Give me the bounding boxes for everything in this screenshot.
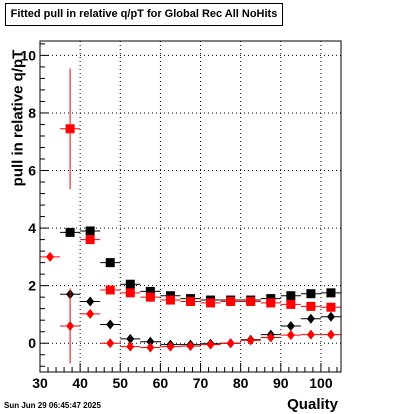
y-tick-label: 10 xyxy=(20,47,36,63)
diamond-marker xyxy=(186,341,195,352)
diamond-marker xyxy=(146,336,155,347)
square-marker xyxy=(286,291,296,301)
diamond-marker xyxy=(226,338,235,349)
square-marker xyxy=(85,235,95,245)
x-axis-label: Quality xyxy=(287,396,338,413)
diamond-marker xyxy=(266,332,275,343)
x-tick-label: 70 xyxy=(193,375,209,391)
diamond-marker xyxy=(246,335,255,346)
diamond-marker xyxy=(306,313,315,324)
diamond-marker xyxy=(126,333,135,344)
square-marker xyxy=(286,299,296,309)
x-tick-label: 40 xyxy=(72,375,88,391)
x-tick-label: 50 xyxy=(112,375,128,391)
diamond-marker xyxy=(306,329,315,340)
square-marker xyxy=(125,288,135,298)
square-marker xyxy=(306,301,316,311)
square-marker xyxy=(65,124,75,134)
diamond-marker xyxy=(106,319,115,330)
x-tick-label: 30 xyxy=(32,375,48,391)
square-marker xyxy=(326,288,336,298)
y-tick-label: 4 xyxy=(28,220,36,236)
square-marker xyxy=(206,298,216,308)
diamond-marker xyxy=(66,320,75,331)
square-marker xyxy=(65,227,75,237)
data-markers xyxy=(40,68,341,364)
diamond-marker xyxy=(146,342,155,353)
diamond-marker xyxy=(206,339,215,350)
diamond-marker xyxy=(286,320,295,331)
diamond-marker xyxy=(326,329,335,340)
square-marker xyxy=(125,279,135,289)
square-marker xyxy=(326,302,336,312)
square-marker xyxy=(306,289,316,299)
x-tick-label: 80 xyxy=(233,375,249,391)
plot-frame xyxy=(39,40,342,373)
chart-title: Fitted pull in relative q/pT for Global … xyxy=(5,3,283,26)
square-marker xyxy=(226,296,236,306)
x-tick-label: 90 xyxy=(273,375,289,391)
y-tick-label: 8 xyxy=(28,105,36,121)
square-marker xyxy=(186,296,195,306)
x-tick-label: 100 xyxy=(309,375,333,391)
square-marker xyxy=(105,285,115,295)
square-marker xyxy=(165,295,175,305)
square-marker xyxy=(145,292,155,302)
diamond-marker xyxy=(126,341,135,352)
axis-ticks: 30 40 50 60 70 80 90 100 0 2 4 6 8 10 xyxy=(20,43,338,391)
diamond-marker xyxy=(166,341,175,352)
square-marker xyxy=(266,298,276,308)
square-marker xyxy=(105,258,115,268)
square-marker xyxy=(85,226,95,236)
x-tick-label: 60 xyxy=(153,375,169,391)
y-tick-label: 0 xyxy=(28,335,36,351)
grid-lines xyxy=(39,41,341,372)
square-marker xyxy=(246,296,256,306)
square-marker xyxy=(145,286,155,296)
diamond-marker xyxy=(106,338,115,349)
diamond-marker xyxy=(86,296,95,307)
diamond-marker xyxy=(326,311,335,322)
diamond-marker xyxy=(286,330,295,341)
diamond-marker xyxy=(46,251,55,262)
datestamp: Sun Jun 29 06:45:47 2025 xyxy=(4,401,101,410)
y-tick-label: 2 xyxy=(28,278,36,294)
diamond-marker xyxy=(86,308,95,319)
y-tick-label: 6 xyxy=(28,163,36,179)
